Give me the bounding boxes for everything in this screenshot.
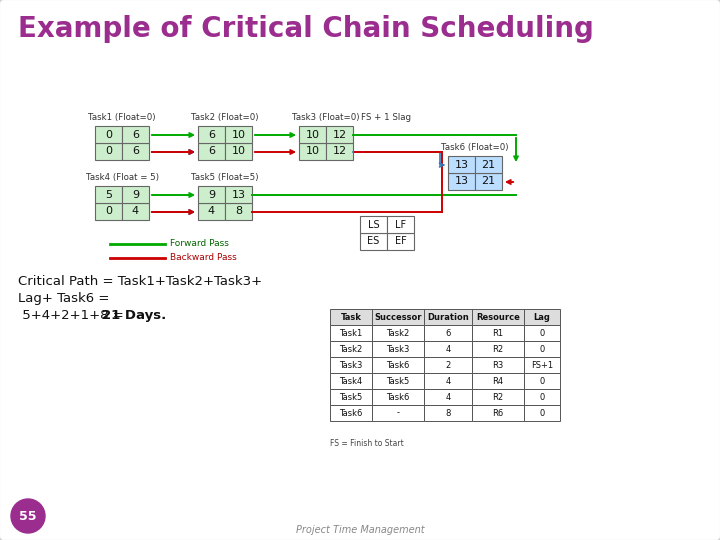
Bar bbox=[299, 126, 326, 143]
Text: 21 Days.: 21 Days. bbox=[102, 309, 166, 322]
Bar bbox=[198, 126, 225, 143]
Text: Task6: Task6 bbox=[387, 361, 410, 369]
Text: 5: 5 bbox=[105, 190, 112, 199]
Text: R2: R2 bbox=[492, 345, 503, 354]
Bar bbox=[472, 325, 524, 341]
Text: 4: 4 bbox=[446, 393, 451, 402]
Bar bbox=[326, 126, 353, 143]
Text: LS: LS bbox=[368, 219, 379, 230]
Bar bbox=[472, 373, 524, 389]
Text: Task5: Task5 bbox=[339, 393, 363, 402]
Text: 9: 9 bbox=[132, 190, 139, 199]
Bar bbox=[330, 357, 372, 373]
Text: R3: R3 bbox=[492, 361, 503, 369]
Text: 6: 6 bbox=[208, 146, 215, 157]
Bar bbox=[330, 389, 372, 405]
Text: EF: EF bbox=[395, 237, 406, 246]
Text: Task6 (Float=0): Task6 (Float=0) bbox=[441, 143, 509, 152]
Text: Example of Critical Chain Scheduling: Example of Critical Chain Scheduling bbox=[18, 15, 594, 43]
Bar bbox=[95, 126, 122, 143]
Text: Resource: Resource bbox=[476, 313, 520, 321]
Text: 6: 6 bbox=[132, 130, 139, 139]
Bar bbox=[225, 126, 252, 143]
Text: 12: 12 bbox=[333, 146, 346, 157]
Bar bbox=[372, 357, 424, 373]
Bar bbox=[225, 143, 252, 160]
Text: 55: 55 bbox=[19, 510, 37, 523]
Text: 0: 0 bbox=[539, 376, 544, 386]
Bar bbox=[330, 309, 372, 325]
Bar bbox=[424, 405, 472, 421]
Bar bbox=[95, 143, 122, 160]
Bar bbox=[424, 325, 472, 341]
Text: 0: 0 bbox=[539, 393, 544, 402]
Text: Task2 (Float=0): Task2 (Float=0) bbox=[192, 113, 258, 122]
Bar bbox=[326, 143, 353, 160]
Text: R2: R2 bbox=[492, 393, 503, 402]
Text: 0: 0 bbox=[105, 146, 112, 157]
Text: R4: R4 bbox=[492, 376, 503, 386]
Text: Successor: Successor bbox=[374, 313, 422, 321]
Bar bbox=[198, 143, 225, 160]
Bar bbox=[372, 325, 424, 341]
Text: -: - bbox=[397, 408, 400, 417]
Text: 8: 8 bbox=[445, 408, 451, 417]
Text: LF: LF bbox=[395, 219, 406, 230]
Text: FS = Finish to Start: FS = Finish to Start bbox=[330, 439, 404, 448]
Text: Lag: Lag bbox=[534, 313, 550, 321]
Text: Task5: Task5 bbox=[387, 376, 410, 386]
Bar bbox=[524, 389, 560, 405]
Bar bbox=[387, 233, 414, 250]
Bar bbox=[448, 173, 475, 190]
Bar bbox=[372, 405, 424, 421]
Text: 6: 6 bbox=[445, 328, 451, 338]
Text: Task3 (Float=0): Task3 (Float=0) bbox=[292, 113, 360, 122]
Bar bbox=[524, 373, 560, 389]
Bar bbox=[524, 309, 560, 325]
Text: R1: R1 bbox=[492, 328, 503, 338]
Text: 21: 21 bbox=[482, 159, 495, 170]
Bar bbox=[524, 357, 560, 373]
Text: 10: 10 bbox=[232, 146, 246, 157]
Text: 0: 0 bbox=[105, 130, 112, 139]
Text: 10: 10 bbox=[305, 146, 320, 157]
Text: 0: 0 bbox=[539, 408, 544, 417]
Bar bbox=[524, 405, 560, 421]
Text: Lag+ Task6 =: Lag+ Task6 = bbox=[18, 292, 109, 305]
Bar bbox=[122, 203, 149, 220]
Text: 12: 12 bbox=[333, 130, 346, 139]
Bar bbox=[372, 309, 424, 325]
Circle shape bbox=[11, 499, 45, 533]
Bar bbox=[198, 203, 225, 220]
Bar bbox=[424, 373, 472, 389]
Bar bbox=[524, 325, 560, 341]
Text: Task6: Task6 bbox=[339, 408, 363, 417]
Text: Task3: Task3 bbox=[387, 345, 410, 354]
Text: Critical Path = Task1+Task2+Task3+: Critical Path = Task1+Task2+Task3+ bbox=[18, 275, 262, 288]
Text: Project Time Management: Project Time Management bbox=[296, 525, 424, 535]
Text: Task1: Task1 bbox=[339, 328, 363, 338]
Bar bbox=[472, 341, 524, 357]
Bar bbox=[372, 389, 424, 405]
Text: R6: R6 bbox=[492, 408, 503, 417]
Bar bbox=[198, 186, 225, 203]
Text: Task2: Task2 bbox=[387, 328, 410, 338]
Text: 4: 4 bbox=[208, 206, 215, 217]
Bar bbox=[330, 373, 372, 389]
Bar bbox=[387, 216, 414, 233]
Bar bbox=[424, 389, 472, 405]
Bar bbox=[95, 203, 122, 220]
Text: 5+4+2+1+8 =: 5+4+2+1+8 = bbox=[18, 309, 128, 322]
Bar bbox=[225, 203, 252, 220]
Text: 21: 21 bbox=[482, 177, 495, 186]
Text: ES: ES bbox=[367, 237, 379, 246]
Bar bbox=[122, 143, 149, 160]
Text: Task6: Task6 bbox=[387, 393, 410, 402]
Text: Backward Pass: Backward Pass bbox=[170, 253, 237, 262]
Text: Task4: Task4 bbox=[339, 376, 363, 386]
Bar bbox=[372, 341, 424, 357]
Bar bbox=[472, 309, 524, 325]
Bar bbox=[95, 186, 122, 203]
Text: 4: 4 bbox=[446, 376, 451, 386]
